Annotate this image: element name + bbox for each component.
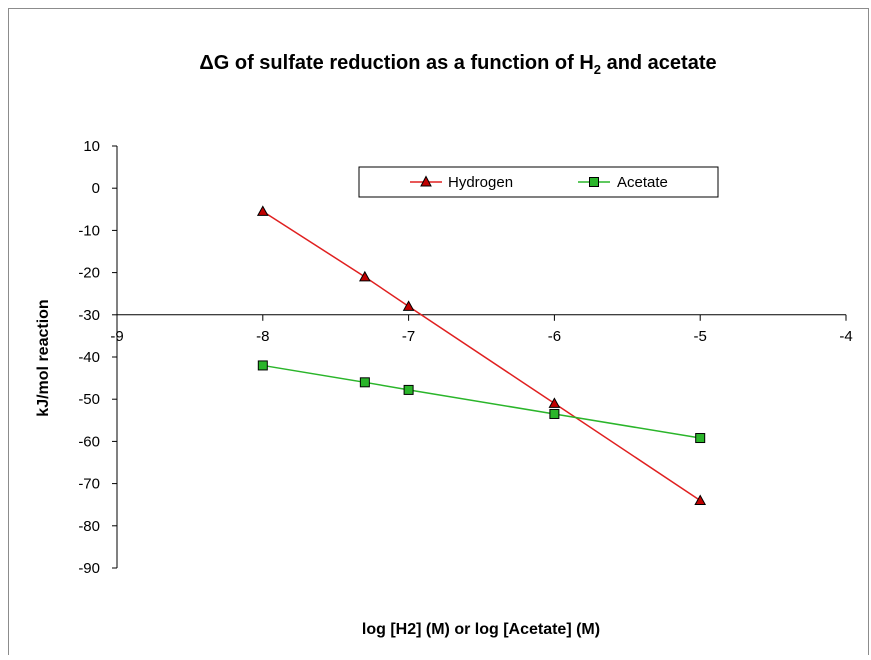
x-axis-title: log [H2] (M) or log [Acetate] (M) [362,621,600,638]
legend-acetate-label: Acetate [617,174,668,191]
x-tick-label: -8 [256,328,269,345]
x-tick-label: -6 [548,328,561,345]
y-tick-label: -60 [78,433,100,450]
chart-title: ΔG of sulfate reduction as a function of… [199,52,716,77]
y-tick-label: -50 [78,391,100,408]
hydrogen-point [359,270,371,282]
legend-acetate-marker [589,177,599,187]
hydrogen-point [402,300,415,311]
hydrogen-point [256,205,269,216]
legend: Hydrogen Acetate [358,166,719,198]
x-tick-label: -7 [402,328,415,345]
chart-title-main: ΔG of sulfate reduction as a function of… [199,52,593,74]
y-tick-label: -20 [78,265,100,282]
y-axis-title: kJ/mol reaction [35,299,52,416]
hydrogen-point [548,397,561,408]
hydrogen-series-line [262,210,701,502]
acetate-point [403,384,414,395]
y-tick-label: -40 [78,349,100,366]
acetate-point [549,408,560,419]
acetate-point [695,433,706,444]
y-tick-label: 0 [92,180,100,197]
y-tick-label: -30 [78,307,100,324]
hydrogen-point [694,494,707,505]
legend-hydrogen-label: Hydrogen [448,174,513,191]
y-tick-label: -10 [78,222,100,239]
x-tick-label: -9 [110,328,123,345]
acetate-series-line [262,364,701,439]
chart-title-subscript: 2 [594,62,601,77]
acetate-point [257,360,268,371]
y-tick-label: -80 [78,518,100,535]
acetate-point [359,377,370,388]
series-layer [256,205,707,505]
axes: 10 0 -10 -20 -30 -40 -50 -60 -70 -80 -90 -9 -8 -7 -6 -5… [78,138,852,577]
y-tick-label: -70 [78,476,100,493]
x-tick-label: -5 [694,328,707,345]
y-tick-label: -90 [78,560,100,577]
chart-title-end: and acetate [601,52,717,74]
legend-hydrogen-marker [420,175,432,187]
y-tick-label: 10 [83,138,100,155]
x-tick-label: -4 [839,328,852,345]
